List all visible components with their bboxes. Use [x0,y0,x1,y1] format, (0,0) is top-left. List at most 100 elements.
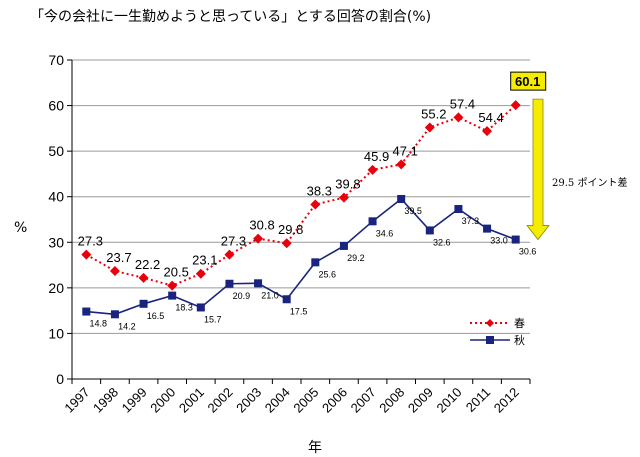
marker-spring [138,272,149,283]
data-label-spring: 30.8 [249,218,274,233]
data-label-autumn: 14.8 [90,319,108,329]
data-label-spring: 27.3 [78,234,103,249]
y-axis-title: % [14,220,27,236]
marker-spring [81,249,92,260]
y-tick-labels: 0 10 20 30 40 50 60 70 [48,52,64,387]
x-tick-label: 2007 [348,385,379,416]
data-label-autumn: 34.6 [376,228,394,238]
x-tick-label: 1998 [90,385,121,416]
y-tick-label: 10 [48,325,64,341]
series-group [81,100,521,319]
data-label-autumn: 30.6 [519,247,537,257]
highlight-box [510,71,547,91]
marker-autumn [311,258,320,267]
data-label-spring: 57.4 [450,96,475,111]
x-tick-label: 2009 [405,385,436,416]
data-label-spring: 23.1 [192,253,217,268]
data-label-autumn: 29.2 [347,253,365,263]
data-label-autumn: 17.5 [290,306,308,316]
data-label-autumn: 37.3 [462,216,480,226]
x-tick-label: 1999 [119,385,150,416]
legend-label-spring: 春 [514,317,525,330]
marker-autumn [425,226,434,235]
gap-text: 29.5 ポイント差 [552,176,627,189]
data-label-spring: 38.3 [307,183,332,198]
marker-spring [453,112,464,123]
data-label-spring: 54.4 [478,110,503,125]
data-label-autumn: 32.6 [433,237,451,247]
data-label-spring: 45.9 [364,149,389,164]
marker-autumn [483,224,492,233]
x-tick-labels: 1997199819992000200120022003200420052006… [61,385,521,416]
gap-annotation: 29.5 ポイント差 [526,98,627,241]
y-tick-label: 60 [48,98,64,114]
data-label-spring: 20.5 [164,265,189,280]
marker-autumn [454,205,463,214]
x-tick-label: 2006 [319,385,350,416]
data-label-autumn: 20.9 [233,291,251,301]
data-label-autumn: 25.6 [319,269,337,279]
x-tick-label: 2012 [491,385,522,416]
data-label-autumn: 18.3 [175,303,193,313]
data-label-autumn: 15.7 [204,314,222,324]
y-tick-label: 0 [56,371,64,387]
x-tick-label: 2001 [176,385,207,416]
y-tick-label: 50 [48,143,64,159]
x-tick-label: 2000 [147,385,178,416]
data-label-spring: 27.3 [221,234,246,249]
y-tick-label: 20 [48,280,64,296]
marker-spring [510,100,521,111]
marker-spring [310,199,321,210]
marker-autumn [82,307,91,316]
marker-autumn [110,310,119,319]
chart-title: 「今の会社に一生勤めようと思っている」とする回答の割合(%) [30,9,432,25]
data-label-spring: 55.2 [421,106,446,121]
marker-autumn [254,279,263,288]
marker-spring [195,268,206,279]
data-label-spring: 29.8 [278,222,303,237]
data-label-autumn: 39.5 [404,206,422,216]
marker-autumn [397,194,406,203]
x-tick-label: 2004 [262,385,293,416]
x-tick-label: 2002 [205,385,236,416]
legend: 春秋 [470,317,525,347]
legend-marker-autumn [486,336,494,344]
marker-autumn [282,295,291,304]
marker-spring [338,192,349,203]
data-label-autumn: 21.0 [261,290,279,300]
data-label-autumn: 33.0 [490,236,508,246]
series-line-autumn [86,197,516,316]
x-tick-label: 2010 [434,385,465,416]
marker-spring [224,249,235,260]
legend-label-autumn: 秋 [514,333,525,347]
x-tick-label: 2011 [463,385,493,415]
data-label-autumn: 14.2 [118,321,136,331]
y-tick-label: 30 [48,234,64,250]
data-label-spring: 60.1 [515,74,540,89]
axes [67,59,531,384]
x-axis-title: 年 [308,440,322,456]
marker-spring [424,122,435,133]
marker-spring [167,280,178,291]
marker-autumn [225,279,234,288]
y-tick-label: 70 [48,52,64,68]
marker-autumn [139,299,148,308]
marker-spring [109,265,120,276]
data-label-spring: 22.2 [135,257,160,272]
data-label-spring: 23.7 [106,250,131,265]
gap-arrow [526,98,550,241]
x-tick-label: 2003 [233,385,264,416]
x-tick-label: 2008 [376,385,407,416]
marker-spring [281,238,292,249]
marker-spring [396,159,407,170]
marker-spring [253,233,264,244]
marker-spring [482,126,493,137]
y-tick-label: 40 [48,189,64,205]
data-labels: 27.323.7 22.220.523.127.330.8 29.838.3 39.8… [78,71,547,331]
data-label-autumn: 16.5 [147,311,165,321]
marker-autumn [168,291,177,300]
marker-autumn [511,235,520,244]
data-label-spring: 47.1 [393,143,418,158]
marker-autumn [368,217,377,226]
